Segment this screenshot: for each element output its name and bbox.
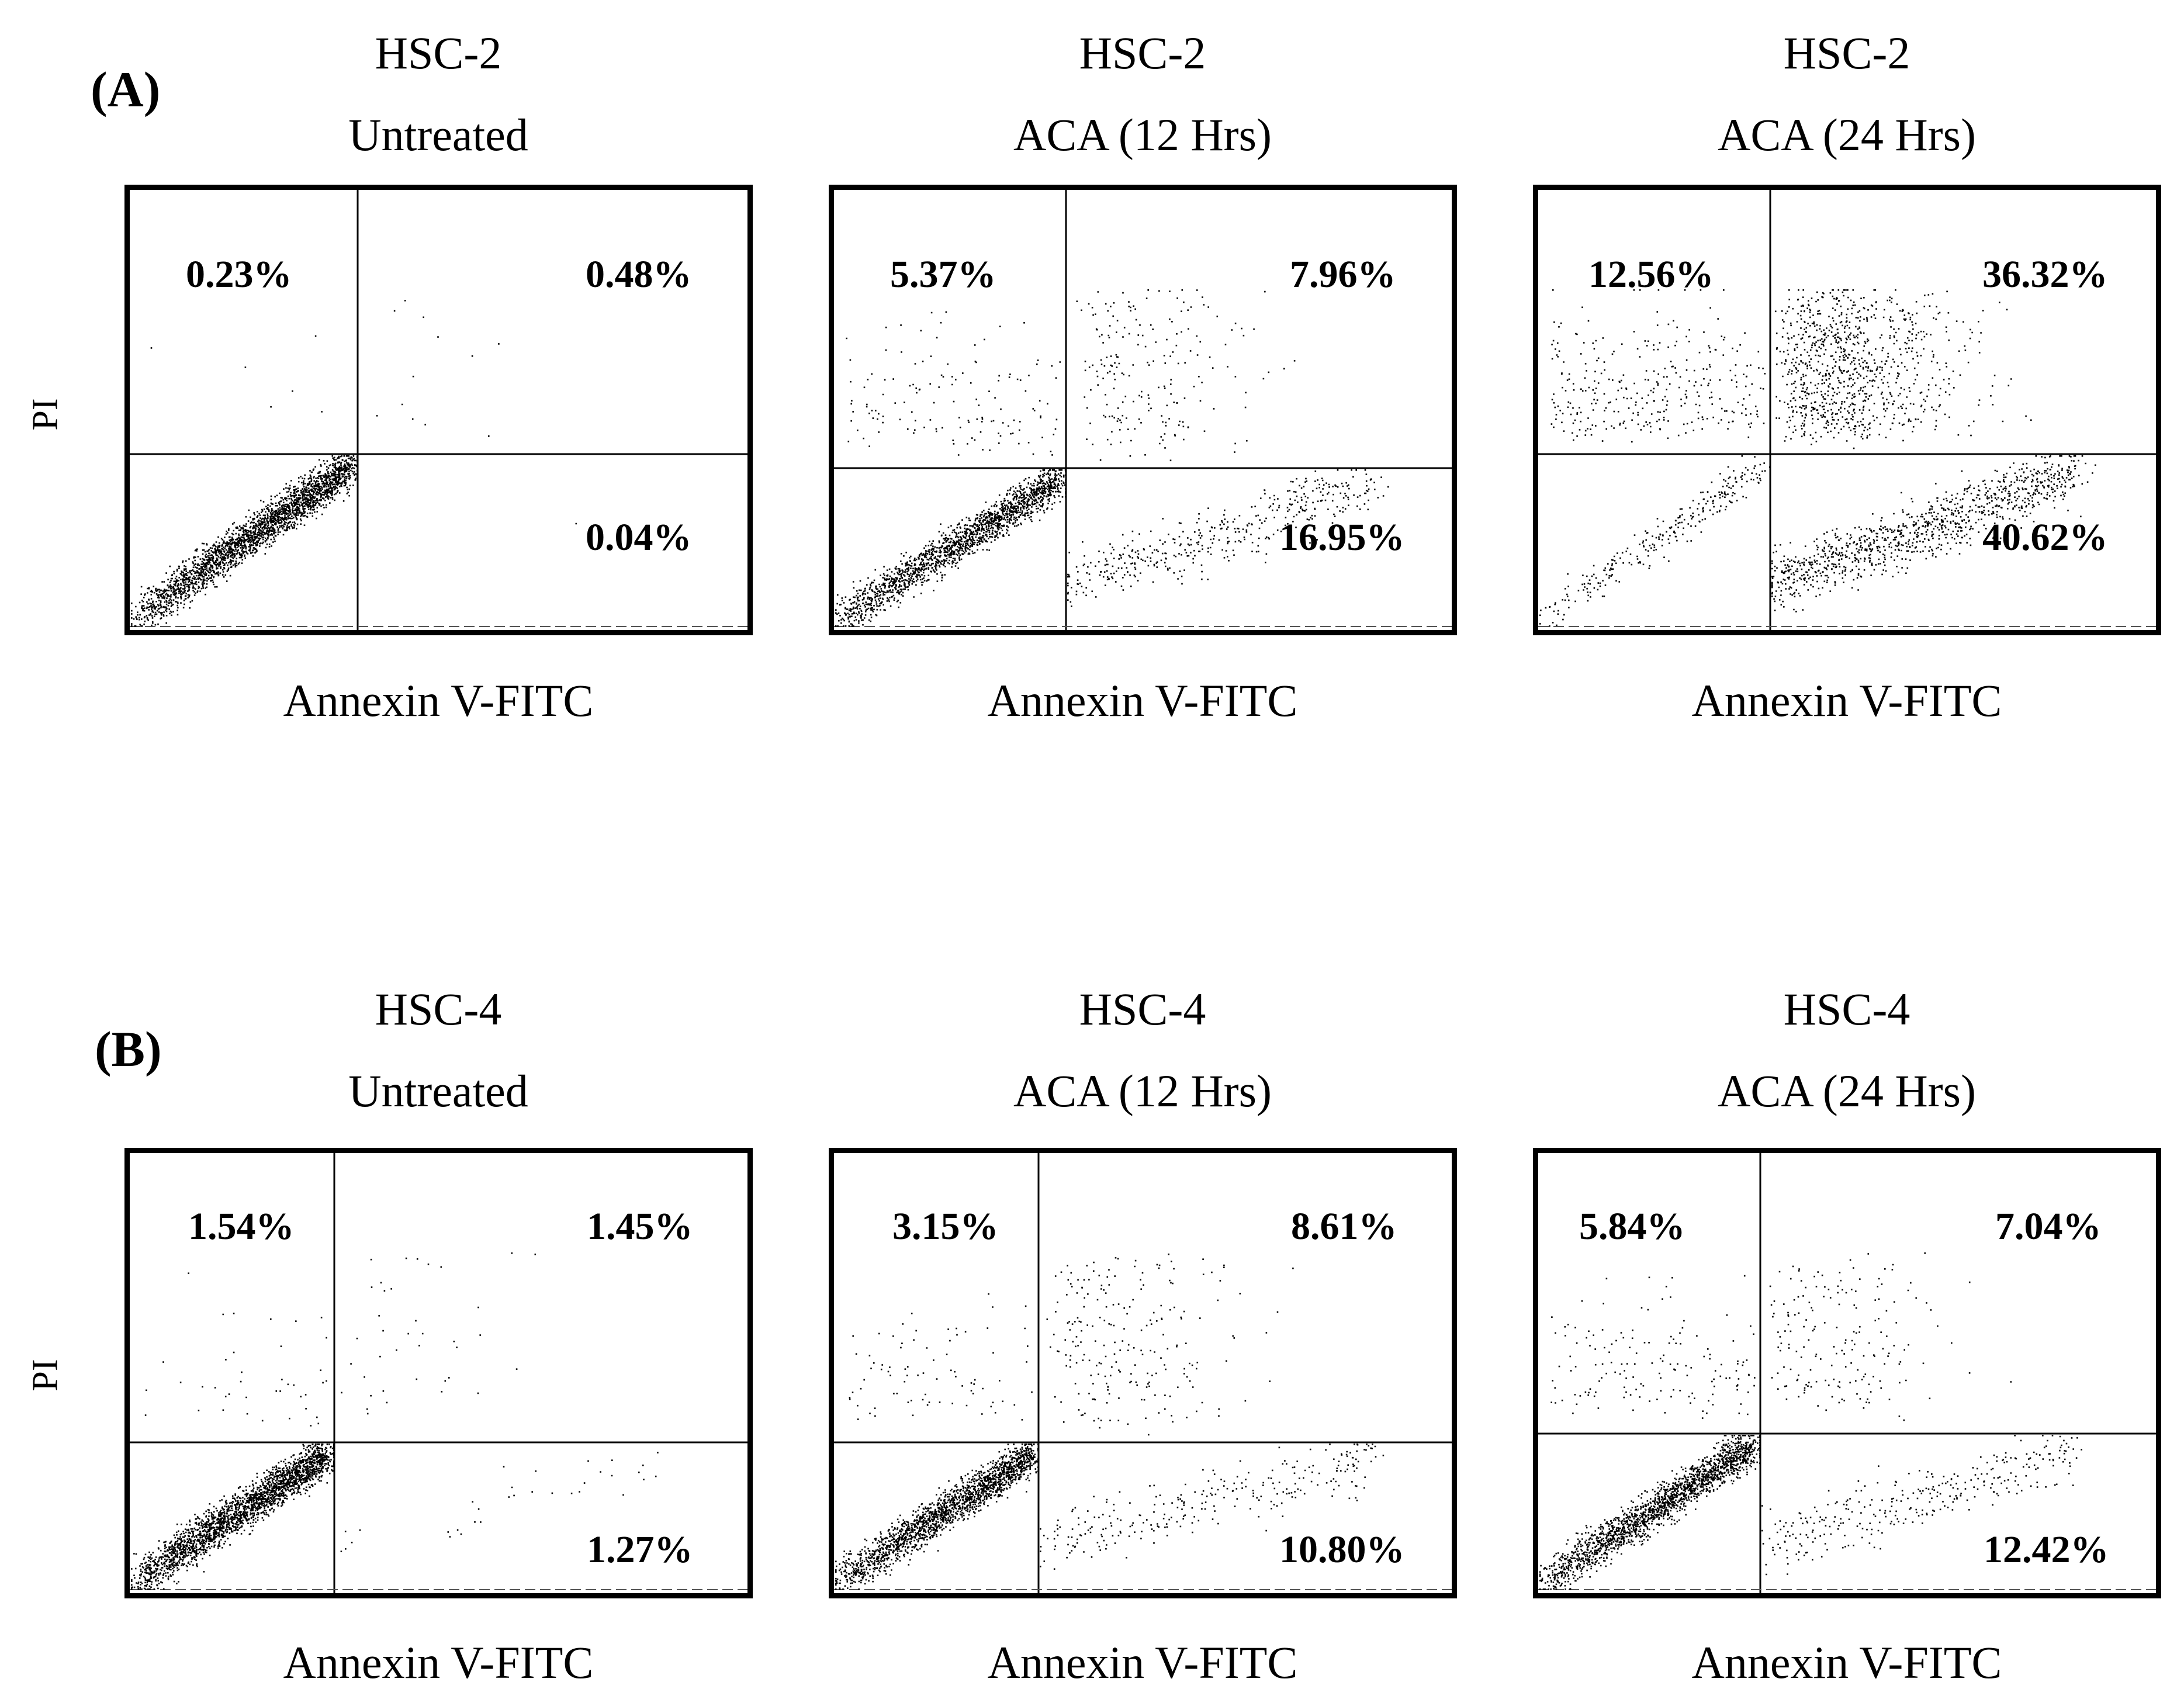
- panel-label-a: (A): [91, 61, 161, 117]
- panel-a3-line1: HSC-2: [1783, 27, 1910, 78]
- scatter-canvas-b3: [1538, 1153, 2156, 1593]
- panel-a2-line1: HSC-2: [1079, 27, 1206, 78]
- quadrant-ul-pct: 12.56%: [1588, 253, 1714, 296]
- cell-event-points: [835, 289, 1389, 627]
- scatter-plot-b1: 1.54% 1.45% 1.27%: [124, 1148, 753, 1598]
- panel-a-ylabel: PI: [25, 398, 65, 431]
- scatter-canvas-a1: [130, 190, 747, 630]
- scatter-plot-a3: 12.56% 36.32% 40.62%: [1533, 185, 2161, 635]
- scatter-plot-b2: 3.15% 8.61% 10.80%: [829, 1148, 1457, 1598]
- scatter-canvas-a3: [1538, 190, 2156, 630]
- scatter-canvas-a2: [834, 190, 1452, 630]
- quadrant-ur-pct: 7.96%: [1290, 253, 1396, 296]
- scatter-plot-a1: 0.23% 0.48% 0.04%: [124, 185, 753, 635]
- panel-b2-line2: ACA (12 Hrs): [1013, 1065, 1272, 1116]
- panel-b3-line2: ACA (24 Hrs): [1718, 1065, 1976, 1116]
- panel-a3-line2: ACA (24 Hrs): [1718, 109, 1976, 160]
- quadrant-ul-pct: 0.23%: [186, 253, 292, 296]
- quadrant-ul-pct: 5.84%: [1579, 1205, 1685, 1248]
- quadrant-lr-pct: 0.04%: [586, 516, 692, 559]
- panel-b3-line1: HSC-4: [1783, 984, 1910, 1034]
- quadrant-ur-pct: 1.45%: [587, 1205, 693, 1248]
- cell-event-points: [1539, 289, 2096, 627]
- quadrant-ur-pct: 7.04%: [1995, 1205, 2102, 1248]
- quadrant-lr-pct: 1.27%: [587, 1528, 693, 1571]
- panel-a1-line1: HSC-2: [375, 27, 502, 78]
- scatter-plot-a2: 5.37% 7.96% 16.95%: [829, 185, 1457, 635]
- panel-b3-xlabel: Annexin V-FITC: [1691, 1637, 2002, 1688]
- panel-a1-line2: Untreated: [348, 109, 528, 160]
- quadrant-ul-pct: 1.54%: [188, 1205, 295, 1248]
- scatter-plot-b3: 5.84% 7.04% 12.42%: [1533, 1148, 2161, 1598]
- panel-a2-xlabel: Annexin V-FITC: [987, 675, 1298, 726]
- panel-label-b: (B): [95, 1021, 162, 1077]
- cell-event-points: [131, 1252, 659, 1590]
- panel-b2-xlabel: Annexin V-FITC: [987, 1637, 1298, 1688]
- scatter-canvas-b1: [130, 1153, 747, 1593]
- quadrant-ul-pct: 3.15%: [892, 1205, 999, 1248]
- quadrant-ur-pct: 8.61%: [1291, 1205, 1397, 1248]
- panel-b1-line2: Untreated: [348, 1065, 528, 1116]
- quadrant-ul-pct: 5.37%: [890, 253, 996, 296]
- cell-event-points: [131, 300, 577, 627]
- quadrant-lr-pct: 16.95%: [1279, 516, 1405, 559]
- panel-a1-xlabel: Annexin V-FITC: [283, 675, 594, 726]
- panel-a3-xlabel: Annexin V-FITC: [1691, 675, 2002, 726]
- panel-b2-line1: HSC-4: [1079, 984, 1206, 1034]
- scatter-canvas-b2: [834, 1153, 1452, 1593]
- panel-b-ylabel: PI: [25, 1359, 65, 1392]
- cell-event-points: [1539, 1252, 2082, 1590]
- quadrant-ur-pct: 0.48%: [586, 253, 692, 296]
- quadrant-ur-pct: 36.32%: [1982, 253, 2108, 296]
- quadrant-lr-pct: 40.62%: [1982, 516, 2108, 559]
- panel-a2-line2: ACA (12 Hrs): [1013, 109, 1272, 160]
- quadrant-lr-pct: 10.80%: [1279, 1528, 1405, 1571]
- panel-b1-line1: HSC-4: [375, 984, 502, 1034]
- panel-b1-xlabel: Annexin V-FITC: [283, 1637, 594, 1688]
- quadrant-lr-pct: 12.42%: [1984, 1528, 2109, 1571]
